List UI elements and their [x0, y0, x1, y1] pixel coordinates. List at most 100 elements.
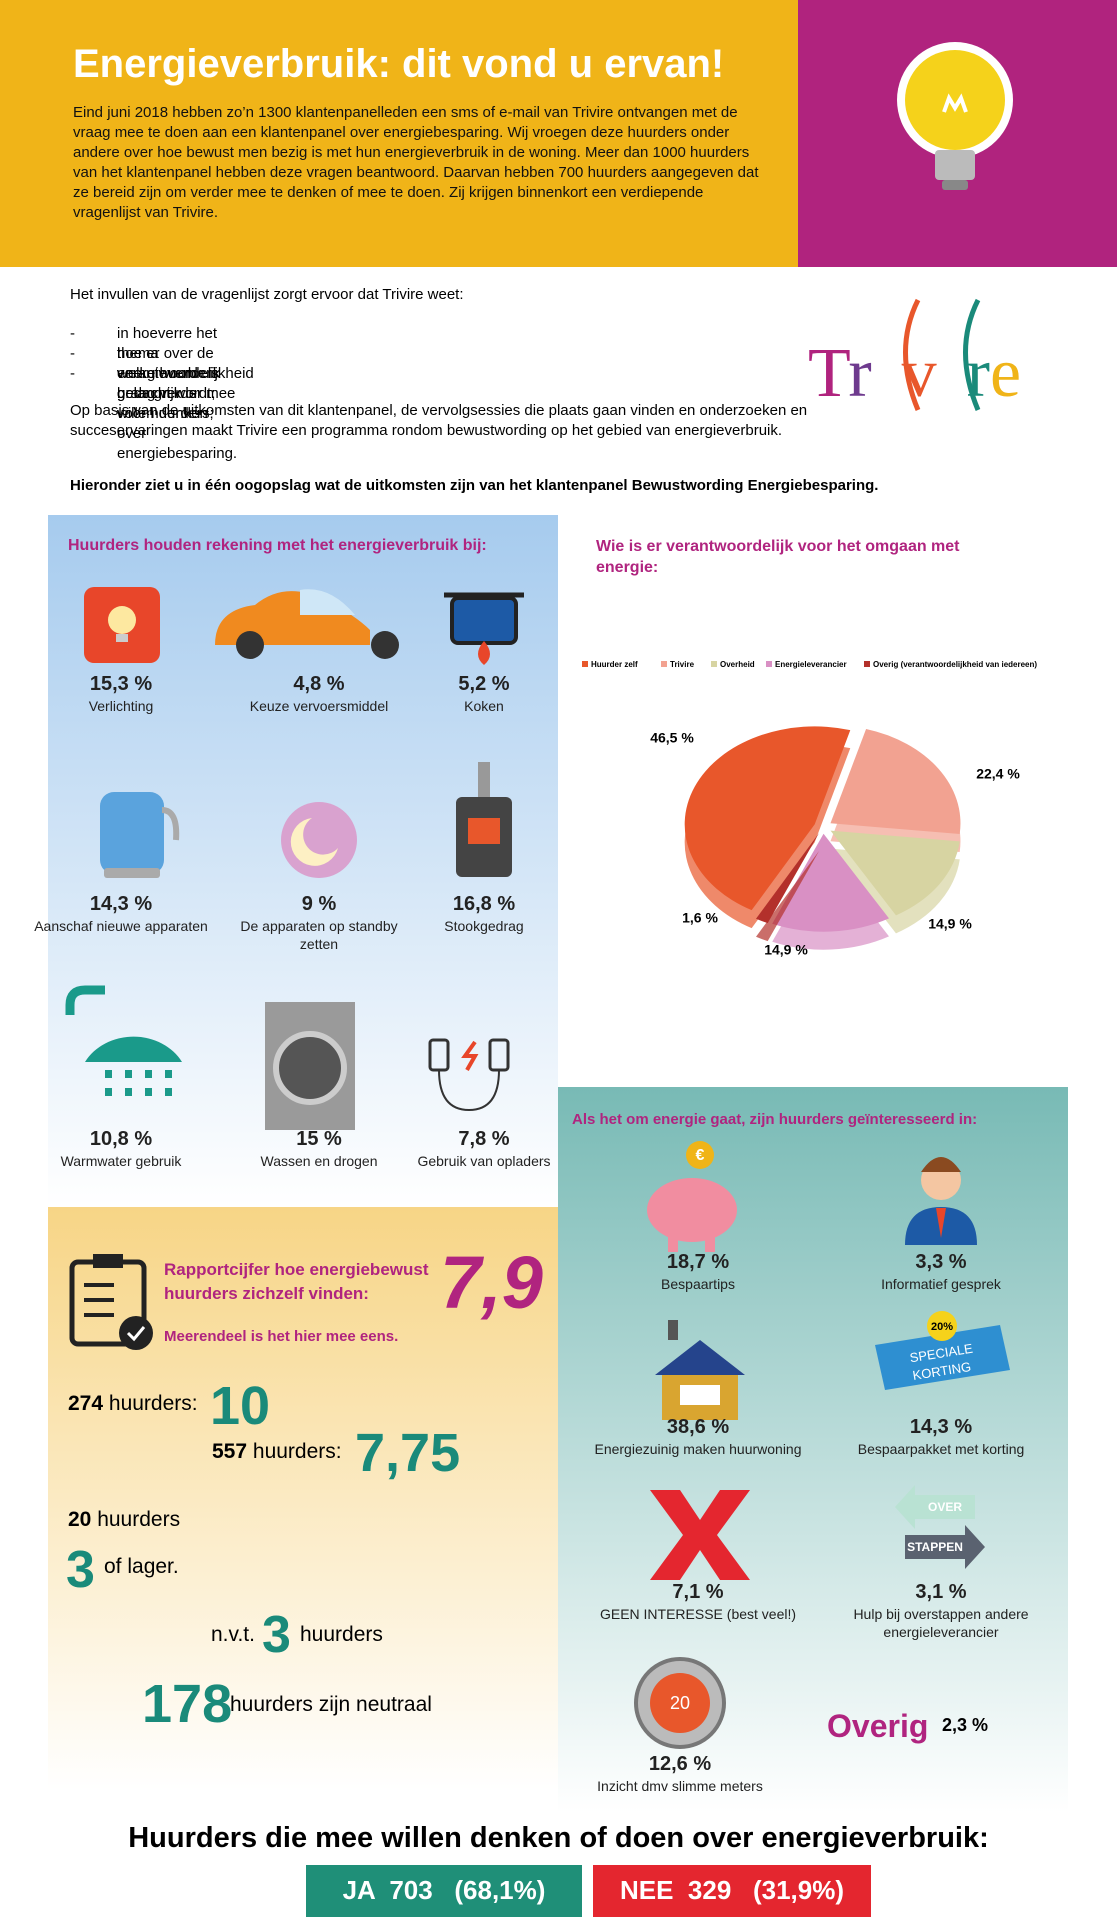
badge-label: 20%: [931, 1321, 953, 1333]
pie-slice-side: [756, 851, 820, 942]
rating-value: 7,75: [355, 1423, 461, 1483]
interest-label: Bespaartips: [661, 1276, 735, 1292]
bullet-text: in hoeverre het thema energieverbruik be…: [117, 325, 221, 422]
pie-slice: [684, 726, 851, 911]
pie-slice: [756, 833, 820, 924]
usage-value: 14,3 %: [89, 893, 153, 915]
text: huurders: [97, 1508, 181, 1531]
intro-text: Op basis van de uitkomsten van dit klant…: [70, 402, 808, 439]
interest-value: 14,3 %: [909, 1416, 973, 1438]
count: 274: [68, 1392, 104, 1415]
logo-letter: T: [808, 335, 850, 412]
interest-label: Informatief gesprek: [881, 1276, 1001, 1292]
usage-label: Warmwater gebruik: [60, 1153, 182, 1169]
text: huurders:: [108, 1392, 198, 1415]
interest-label: Energiezuinig maken huurwoning: [594, 1441, 802, 1457]
rating-title: Rapportcijfer hoe energiebewust huurders…: [164, 1260, 429, 1303]
intro-emphasis: Hieronder ziet u in één oogopslag wat de…: [70, 477, 879, 494]
rating-score: 7,9: [440, 1241, 543, 1324]
interest-label: Inzicht dmv slimme meters: [597, 1778, 763, 1794]
bullet: - welke huurders graag verder mee willen …: [70, 365, 238, 462]
title: Energieverbruik: dit vond u ervan!: [73, 42, 725, 86]
slice-label: 14,9 %: [764, 942, 808, 958]
other-label: Overig: [827, 1708, 929, 1744]
usage-label: Wassen en drogen: [260, 1153, 378, 1169]
usage-label: Keuze vervoersmiddel: [249, 698, 389, 714]
rating-value: 178: [142, 1674, 233, 1734]
legend-label: Trivire: [670, 660, 695, 669]
interest-value: 7,1 %: [672, 1581, 724, 1603]
legend-swatch: [711, 661, 717, 667]
rating-value: 3: [262, 1606, 291, 1664]
rating-text: huurders: [300, 1623, 383, 1646]
usage-label: Verlichting: [88, 698, 154, 714]
bullet: - hoe er over de verantwoordelijkheid ged…: [70, 345, 254, 402]
slice-label: 14,9 %: [928, 916, 972, 932]
count: 329: [687, 1875, 732, 1905]
label: NEE: [619, 1875, 674, 1905]
count: 20: [68, 1508, 92, 1531]
rating-note: Meerendeel is het hier mee eens.: [164, 1328, 399, 1345]
interest-label: Bespaarpakket met korting: [857, 1441, 1025, 1457]
rating-row: 557 huurders:: [212, 1440, 342, 1464]
label: JA: [342, 1875, 375, 1905]
pie-slice: [830, 830, 960, 916]
legend-swatch: [582, 661, 588, 667]
intro-lead: Het invullen van de vragenlijst zorgt er…: [70, 286, 464, 303]
usage-label: Gebruik van opladers: [417, 1153, 551, 1169]
legend-label: Overheid: [720, 660, 755, 669]
interest-value: 18,7 %: [666, 1251, 730, 1273]
rating-row: 274 huurders:: [68, 1392, 198, 1416]
slice-label: 22,4 %: [976, 766, 1020, 782]
bullet: - in hoeverre het thema energieverbruik b…: [70, 325, 221, 422]
yes-text: JA 703 (68,1%): [306, 1875, 582, 1906]
pct: (68,1%): [454, 1875, 546, 1905]
rating-row: 20 huurders: [68, 1508, 180, 1532]
usage-icons: [65, 587, 524, 1130]
footer-title: Huurders die mee willen denken of doen o…: [128, 1822, 989, 1854]
rating-text: huurders zijn neutraal: [230, 1693, 432, 1716]
usage-value: 15 %: [296, 1128, 342, 1150]
legend-label: Huurder zelf: [591, 660, 638, 669]
count: 557: [212, 1440, 248, 1463]
interest-label: Hulp bij overstappen andere energielever…: [853, 1606, 1029, 1640]
usage-label: Aanschaf nieuwe apparaten: [34, 918, 208, 934]
arrow-label: STAPPEN: [907, 1540, 963, 1554]
pie-chart: Huurder zelf Trivire Overheid Energielevera…: [582, 660, 1037, 958]
logo: Tr v re: [808, 298, 1021, 412]
legend-label: Overig (verantwoordelijkheid van iederee…: [873, 660, 1037, 669]
pie-slice: [830, 728, 961, 834]
rating-value: 3: [66, 1541, 95, 1599]
interest-value: 3,1 %: [915, 1581, 967, 1603]
legend-swatch: [864, 661, 870, 667]
interest-value: 38,6 %: [666, 1416, 730, 1438]
usage-value: 16,8 %: [452, 893, 516, 915]
interest-icons: € 20% SPECIALE KORTING OVER STAPPEN 20: [634, 1141, 1010, 1749]
usage-label: Koken: [464, 698, 504, 714]
usage-label: Stookgedrag: [444, 918, 524, 934]
logo-letter: r: [848, 335, 871, 412]
interest-label: GEEN INTERESSE (best veel!): [599, 1606, 797, 1622]
pie-title: Wie is er verantwoordelijk voor het omga…: [596, 538, 960, 576]
logo-letter: r: [967, 335, 990, 412]
legend-swatch: [766, 661, 772, 667]
rating-text: of lager.: [104, 1555, 179, 1578]
header-text: Eind juni 2018 hebben zo’n 1300 klantenp…: [73, 104, 759, 221]
usage-value: 4,8 %: [293, 673, 345, 695]
interest-value: 12,6 %: [648, 1753, 712, 1775]
pie-slice: [772, 833, 889, 932]
thermostat-label: 20: [670, 1693, 690, 1713]
clipboard-icon: [69, 1254, 153, 1350]
no-text: NEE 329 (31,9%): [593, 1875, 871, 1906]
legend-label: Energieleverancier: [775, 660, 847, 669]
bullet-text: welke huurders graag verder mee willen d…: [117, 365, 238, 462]
slice-label: 1,6 %: [682, 910, 718, 926]
logo-letter: e: [990, 335, 1021, 412]
usage-label: De apparaten op standby zetten: [240, 918, 398, 952]
usage-value: 9 %: [301, 893, 337, 915]
bulb-icon: [897, 42, 1013, 190]
usage-title: Huurders houden rekening met het energie…: [68, 537, 487, 554]
legend-swatch: [661, 661, 667, 667]
